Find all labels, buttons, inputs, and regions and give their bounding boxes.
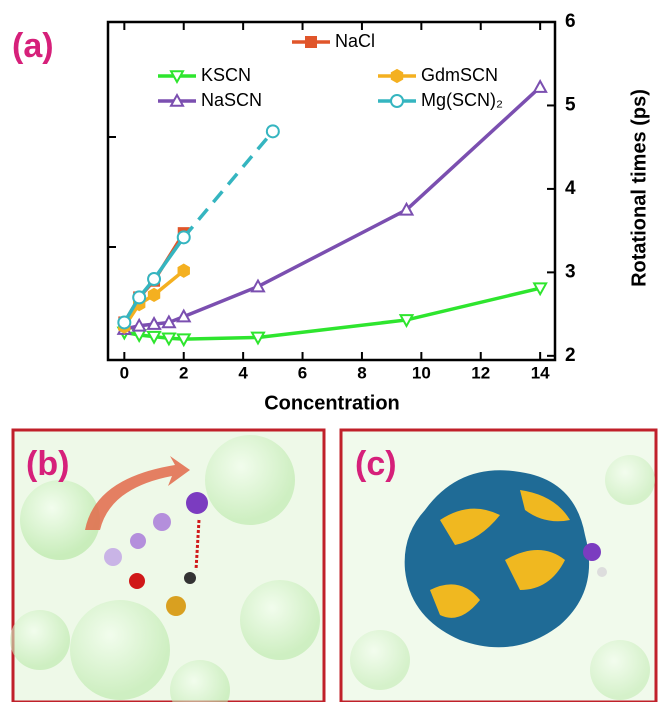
data-point [147,287,161,303]
series-line [122,236,186,324]
y-tick-label: 2 [565,345,576,366]
panel-b: (b) [10,428,326,707]
data-point [117,315,132,330]
data-point [161,314,177,329]
panel-label: (b) [26,445,69,483]
y-tick-label: 5 [565,94,576,115]
series-line [122,269,185,328]
x-tick-label: 14 [531,363,550,382]
panel-label: (c) [355,445,397,483]
legend-marker [169,70,185,85]
panel-label: (a) [12,27,54,65]
legend-marker [169,92,185,107]
series-line [182,130,275,239]
x-tick-label: 0 [120,363,129,382]
legend-marker [390,94,404,108]
y-tick-label: 6 [565,11,576,32]
data-point [177,263,190,278]
y-axis-label: Rotational times (ps) [628,89,650,287]
data-point [398,314,415,328]
data-point [532,79,548,93]
data-point [146,330,162,345]
y-tick-label: 3 [565,261,576,282]
x-tick-label: 12 [471,363,490,382]
legend-label: KSCN [201,65,251,85]
plot-frame [106,20,557,362]
legend-label: NaSCN [201,90,262,110]
x-tick-label: 6 [298,363,307,382]
data-point [398,201,415,216]
data-point [250,278,266,293]
data-point [131,317,147,332]
data-point [265,124,280,139]
data-point [147,272,162,287]
data-point [176,333,192,348]
data-point [146,316,162,330]
x-axis-label: Concentration [264,392,400,414]
legend-marker [390,68,404,84]
legend-label: NaCl [335,31,375,51]
y-tick-label: 4 [565,178,576,199]
data-point [176,308,192,323]
x-tick-label: 8 [357,363,366,382]
legend-marker [305,36,317,48]
series-line [123,85,542,331]
x-tick-label: 10 [412,363,431,382]
data-point [532,282,548,297]
x-tick-label: 2 [179,363,188,382]
data-point [161,332,177,347]
data-point [176,230,191,245]
data-point [250,331,266,346]
panel-c: (c) [339,428,658,704]
legend-label: GdmSCN [421,65,498,85]
x-tick-label: 4 [238,363,248,382]
data-point [132,290,147,305]
legend-label: Mg(SCN)₂ [421,90,503,110]
